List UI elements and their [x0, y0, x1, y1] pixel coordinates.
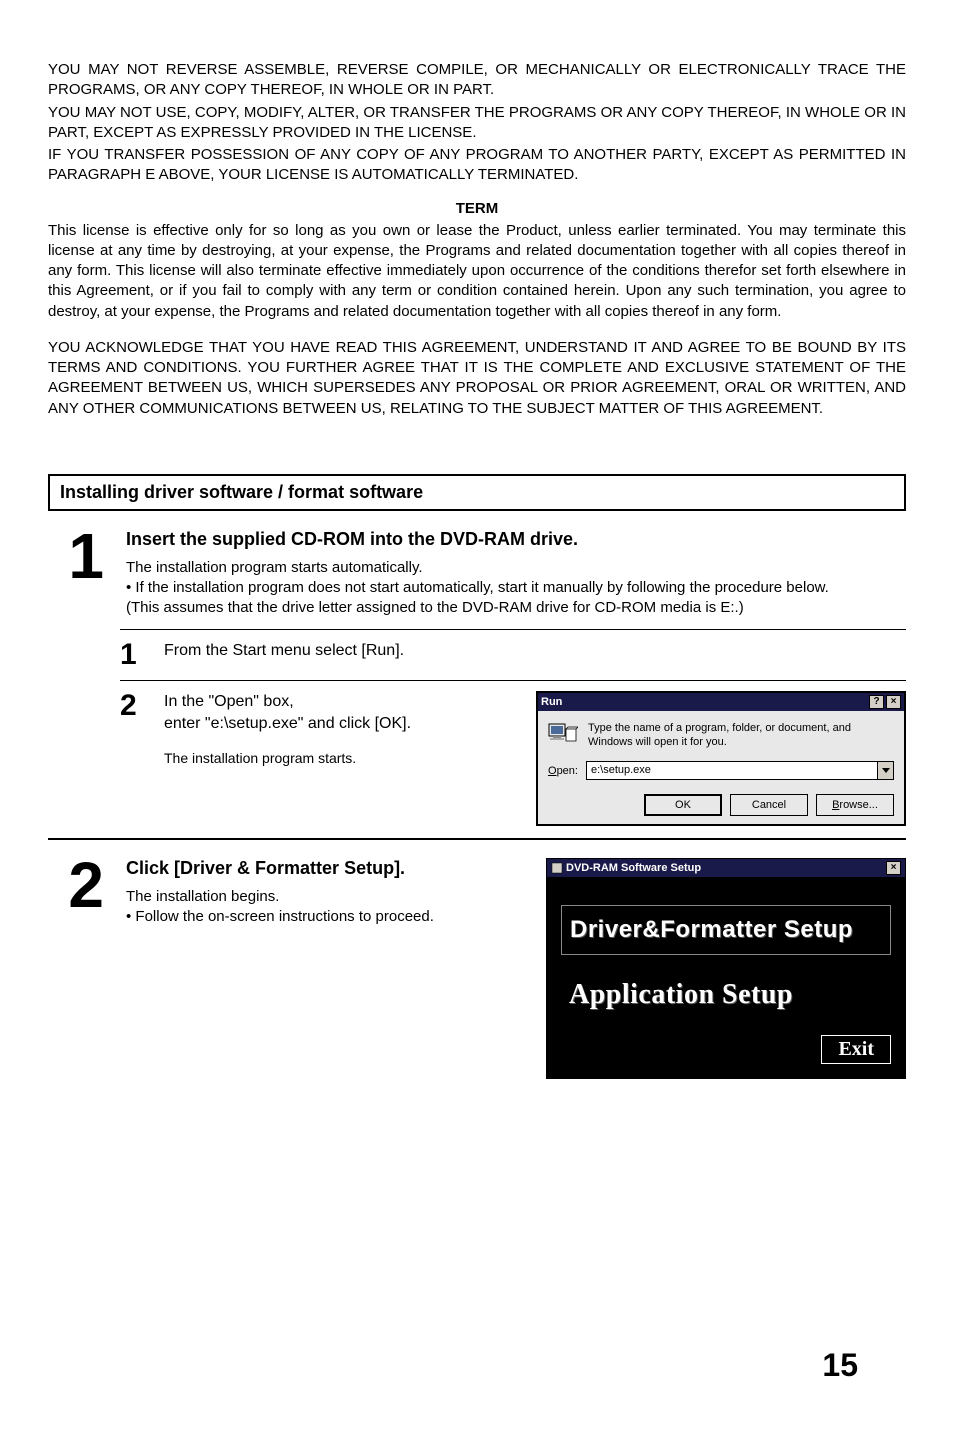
open-dropdown-button[interactable]	[877, 761, 894, 780]
help-button[interactable]: ?	[869, 695, 884, 709]
license-paragraph: YOU MAY NOT REVERSE ASSEMBLE, REVERSE CO…	[48, 60, 906, 101]
step-2: 2 Click [Driver & Formatter Setup]. The …	[48, 858, 906, 1079]
substep-note: The installation program starts.	[164, 749, 512, 769]
browse-button[interactable]: Browse...	[816, 794, 894, 816]
license-paragraph: YOU MAY NOT USE, COPY, MODIFY, ALTER, OR…	[48, 103, 906, 144]
run-title-text: Run	[541, 696, 562, 708]
step-text: • Follow the on-screen instructions to p…	[126, 907, 524, 927]
run-message: Type the name of a program, folder, or d…	[588, 721, 894, 750]
step-title: Insert the supplied CD-ROM into the DVD-…	[126, 529, 906, 550]
close-button[interactable]: ×	[886, 695, 901, 709]
setup-titlebar: DVD-RAM Software Setup ×	[547, 859, 905, 877]
substep-2: 2 In the "Open" box, enter "e:\setup.exe…	[120, 691, 906, 827]
license-paragraph: IF YOU TRANSFER POSSESSION OF ANY COPY O…	[48, 145, 906, 186]
driver-formatter-setup-button[interactable]: Driver&Formatter Setup	[561, 905, 891, 955]
close-button[interactable]: ×	[886, 861, 901, 875]
term-heading: TERM	[48, 200, 906, 217]
step-1: 1 Insert the supplied CD-ROM into the DV…	[48, 529, 906, 619]
step-title: Click [Driver & Formatter Setup].	[126, 858, 524, 879]
step-text: The installation begins.	[126, 887, 524, 907]
substep-1: 1 From the Start menu select [Run].	[120, 640, 906, 670]
run-icon	[548, 721, 578, 747]
step-number: 2	[48, 858, 104, 928]
open-label: Open:	[548, 765, 578, 777]
substep-number: 2	[120, 691, 146, 721]
ok-button[interactable]: OK	[644, 794, 722, 816]
setup-title-text: DVD-RAM Software Setup	[551, 862, 701, 874]
step-text: • If the installation program does not s…	[126, 578, 906, 598]
cancel-button[interactable]: Cancel	[730, 794, 808, 816]
substep-line: In the "Open" box,	[164, 693, 294, 710]
substep-text: In the "Open" box, enter "e:\setup.exe" …	[164, 691, 512, 736]
section-heading: Installing driver software / format soft…	[48, 474, 906, 511]
step-text: (This assumes that the drive letter assi…	[126, 598, 906, 618]
page-number: 15	[822, 1347, 858, 1384]
divider	[120, 680, 906, 681]
setup-window: DVD-RAM Software Setup × Driver&Formatte…	[546, 858, 906, 1079]
step-number: 1	[48, 529, 104, 619]
run-dialog: Run ? ×	[536, 691, 906, 827]
divider	[48, 838, 906, 840]
application-setup-button[interactable]: Application Setup	[561, 969, 891, 1021]
term-body: This license is effective only for so lo…	[48, 221, 906, 322]
run-titlebar: Run ? ×	[538, 693, 904, 711]
substep-number: 1	[120, 640, 146, 670]
divider	[120, 629, 906, 630]
application-setup-label: Application Setup	[561, 969, 891, 1021]
acknowledgement-paragraph: YOU ACKNOWLEDGE THAT YOU HAVE READ THIS …	[48, 338, 906, 419]
substep-text: From the Start menu select [Run].	[164, 640, 906, 670]
driver-formatter-label: Driver&Formatter Setup	[562, 906, 890, 954]
app-icon	[551, 862, 563, 874]
substep-line: enter "e:\setup.exe" and click [OK].	[164, 715, 411, 732]
open-input[interactable]: e:\setup.exe	[586, 761, 877, 780]
step-text: The installation program starts automati…	[126, 558, 906, 578]
chevron-down-icon	[882, 768, 890, 774]
exit-button[interactable]: Exit	[821, 1035, 891, 1064]
